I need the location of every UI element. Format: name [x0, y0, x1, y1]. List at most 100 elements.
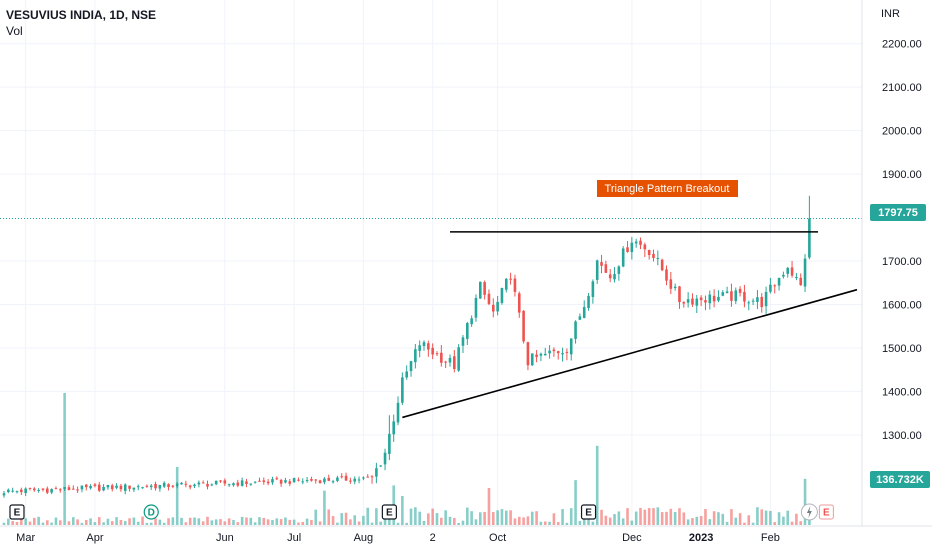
earnings-marker[interactable]: E: [381, 504, 397, 520]
volume-bar: [803, 478, 807, 525]
candle: [496, 295, 499, 316]
candle: [41, 488, 45, 492]
candle: [803, 254, 807, 293]
volume-bar: [730, 509, 733, 525]
candle: [253, 481, 257, 484]
volume-bar: [427, 513, 430, 525]
volume-bar: [613, 514, 616, 525]
candle: [431, 343, 434, 360]
volume-bar: [318, 521, 322, 525]
volume-bar: [552, 513, 556, 525]
candle: [517, 291, 521, 318]
volume-bar: [656, 507, 660, 525]
candle: [184, 480, 188, 488]
volume-bar: [773, 522, 777, 525]
volume-bar: [253, 522, 257, 525]
candle: [15, 490, 19, 494]
volume-bar: [20, 516, 23, 525]
candle: [115, 483, 118, 490]
candle: [548, 345, 551, 359]
volume-bar: [591, 521, 595, 525]
volume-bar: [110, 521, 114, 525]
candle: [790, 261, 794, 278]
candle: [336, 475, 339, 483]
candle: [154, 481, 157, 491]
candle: [448, 354, 452, 367]
volume-bar: [418, 511, 421, 525]
volume-bar: [314, 509, 318, 525]
volume-bar: [695, 516, 699, 525]
candle: [569, 338, 573, 361]
volume-bar: [535, 511, 538, 525]
volume-bar: [760, 509, 764, 525]
volume-bar: [67, 521, 71, 525]
volume-bar: [686, 519, 690, 525]
volume-bar: [708, 519, 712, 525]
volume-bar: [149, 522, 153, 525]
candle: [582, 300, 586, 319]
candle: [227, 483, 231, 487]
volume-bar: [375, 508, 378, 525]
candle: [175, 481, 179, 489]
volume-bar: [795, 513, 798, 525]
candle: [504, 278, 508, 293]
volume-bar: [569, 508, 573, 525]
volume-bar: [764, 510, 768, 525]
candle: [561, 347, 564, 362]
candle: [305, 476, 309, 483]
volume-bar: [691, 518, 694, 525]
earnings-marker[interactable]: E: [9, 504, 25, 520]
candle: [249, 483, 253, 486]
candle: [318, 479, 322, 484]
volume-bar: [279, 519, 283, 525]
chart-grid: [0, 0, 862, 526]
candle: [513, 274, 517, 297]
volume-bar: [530, 511, 534, 525]
candle: [440, 345, 443, 367]
candle: [751, 298, 755, 306]
volume-bar: [158, 519, 162, 525]
annotation-text: Triangle Pattern Breakout: [605, 183, 730, 195]
y-tick-label: 2200.00: [882, 39, 922, 51]
volume-bar: [210, 520, 214, 525]
x-tick-label: Oct: [489, 532, 506, 544]
candle: [375, 462, 378, 484]
dividend-marker[interactable]: D: [143, 504, 159, 520]
volume-bar: [154, 518, 157, 525]
volume-bar: [621, 518, 625, 525]
volume-bar: [660, 512, 664, 525]
upcoming-earnings-marker[interactable]: E: [800, 503, 834, 521]
volume-bar: [496, 510, 499, 525]
candle: [206, 480, 209, 490]
candle: [210, 483, 214, 487]
last-price-label: 1797.75: [878, 207, 918, 219]
candle: [526, 341, 530, 371]
candle: [552, 347, 556, 357]
volume-bar: [769, 510, 772, 525]
volume-bar: [71, 517, 75, 525]
candle: [535, 350, 538, 363]
volume-bar: [457, 522, 460, 525]
candle: [453, 350, 456, 373]
candle: [600, 254, 603, 274]
candle: [626, 240, 629, 253]
candle: [743, 284, 746, 308]
x-tick-label: 2: [430, 532, 436, 544]
candle: [808, 195, 811, 260]
volume-bar: [84, 519, 88, 525]
svg-text:E: E: [823, 508, 830, 519]
volume-bar: [193, 517, 196, 525]
volume-bar: [123, 521, 127, 525]
volume-bars: [2, 393, 811, 525]
volume-bar: [556, 522, 560, 525]
candle: [123, 483, 127, 495]
earnings-marker[interactable]: E: [580, 504, 597, 520]
volume-bar: [344, 512, 348, 525]
candle: [500, 287, 504, 305]
volume-bar: [379, 521, 383, 525]
volume-bar: [301, 521, 305, 525]
volume-bar: [669, 508, 673, 525]
x-tick-label: 2023: [689, 532, 713, 544]
volume-bar: [227, 518, 231, 525]
